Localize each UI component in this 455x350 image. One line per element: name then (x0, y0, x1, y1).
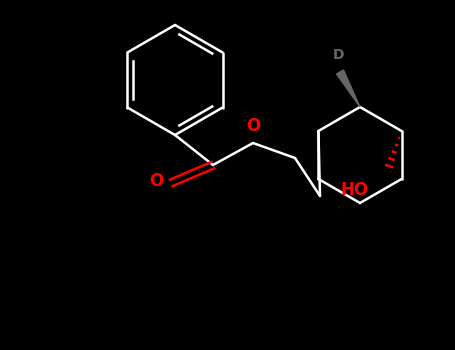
Polygon shape (337, 70, 360, 107)
Text: O: O (246, 117, 260, 135)
Text: D: D (332, 48, 344, 62)
Text: HO: HO (340, 181, 369, 199)
Text: O: O (149, 172, 163, 190)
